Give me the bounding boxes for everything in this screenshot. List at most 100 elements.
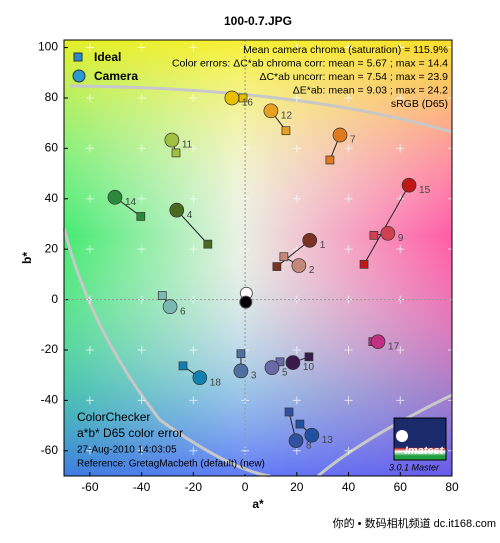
grid-cross: [396, 144, 405, 153]
camera-marker: [224, 90, 240, 106]
grid-cross: [189, 245, 198, 254]
camera-marker: [263, 103, 279, 119]
reference: Reference: GretagMacbeth (default) (new): [77, 459, 265, 470]
patch-label: 8: [306, 440, 312, 451]
x-tick-label: 20: [290, 480, 304, 494]
ideal-marker: [136, 212, 146, 221]
gamut-boundary: [69, 84, 453, 134]
patch-label: 6: [180, 306, 186, 317]
grid-cross: [396, 93, 405, 102]
y-tick-label: 100: [38, 40, 58, 54]
ideal-marker: [369, 230, 379, 240]
plot-area: [62, 40, 453, 478]
grid-cross: [344, 446, 353, 455]
legend-marker: [72, 69, 86, 83]
grid-cross: [137, 245, 146, 254]
grid-cross: [396, 43, 405, 52]
camera-marker: [162, 299, 178, 314]
y-tick-label: 80: [45, 90, 59, 104]
grid-cross: [85, 396, 94, 405]
ideal-marker: [304, 352, 314, 362]
x-tick-label: 80: [445, 480, 459, 494]
camera-marker: [288, 433, 304, 449]
patch-label: 7: [350, 135, 356, 146]
x-axis-label: a*: [252, 497, 264, 511]
x-tick-label: -60: [81, 480, 99, 494]
grid-cross: [137, 194, 146, 203]
grid-cross: [189, 93, 198, 102]
ideal-marker: [272, 262, 282, 271]
ideal-marker: [171, 148, 181, 158]
grid-cross: [292, 93, 301, 102]
patch-label: 12: [281, 110, 293, 121]
camera-marker: [401, 177, 417, 193]
patch-label: 15: [419, 185, 431, 196]
y-tick-label: -60: [41, 443, 59, 457]
camera-marker: [332, 127, 348, 143]
grid-cross: [189, 43, 198, 52]
grid-cross: [344, 93, 353, 102]
y-tick-label: -40: [41, 393, 59, 407]
ideal-marker: [203, 239, 213, 249]
grid-cross: [137, 396, 146, 405]
grid-cross: [292, 345, 301, 354]
grid-cross: [137, 43, 146, 52]
logo-text: Imatest: [405, 445, 445, 457]
camera-marker: [164, 132, 180, 148]
annotation: ΔC*ab uncorr: mean = 7.54 ; max = 23.9: [259, 71, 448, 83]
plot-frame: [63, 39, 453, 477]
camera-marker: [291, 258, 307, 273]
patch-label: 5: [282, 367, 288, 378]
x-tick-label: 40: [342, 480, 356, 494]
grid-cross: [344, 43, 353, 52]
grid-cross: [189, 345, 198, 354]
y-tick-label: 60: [45, 141, 59, 155]
y-tick-label: 20: [45, 241, 59, 255]
grid-cross: [292, 144, 301, 153]
grid-cross: [344, 144, 353, 153]
grid-cross: [189, 194, 198, 203]
camera-marker: [107, 189, 123, 205]
grid-cross: [396, 345, 405, 354]
camera-marker: [302, 233, 318, 248]
footer-title: ColorChecker: [77, 410, 150, 424]
footer-subtitle: a*b* D65 color error: [77, 426, 183, 440]
error-line: [363, 184, 410, 265]
grid-cross: [189, 144, 198, 153]
y-axis-label: b*: [20, 252, 34, 264]
grid-cross: [344, 194, 353, 203]
y-tick-label: 40: [45, 191, 59, 205]
chart-title: 100-0.7.JPG: [224, 14, 292, 28]
legend-label: Ideal: [94, 50, 121, 64]
gamut-boundary: [62, 227, 271, 478]
grid-cross: [85, 43, 94, 52]
patch-label: 9: [398, 233, 404, 244]
grid-cross: [85, 345, 94, 354]
patch-label: 10: [303, 362, 315, 373]
grid-cross: [85, 144, 94, 153]
version: 3.0.1 Master: [389, 462, 440, 472]
ideal-marker: [157, 291, 167, 300]
camera-marker: [169, 202, 185, 218]
patch-label: 16: [242, 98, 254, 109]
grid-cross: [344, 396, 353, 405]
grid-cross: [85, 93, 94, 102]
legend-label: Camera: [94, 69, 138, 83]
grid-cross: [396, 396, 405, 405]
timestamp: 27-Aug-2010 14:03:05: [77, 445, 177, 456]
grid-cross: [292, 396, 301, 405]
x-tick-label: 60: [394, 480, 408, 494]
grid-cross: [85, 446, 94, 455]
x-tick-label: 0: [242, 480, 249, 494]
patch-label: 4: [187, 210, 193, 221]
patch-label: 3: [251, 371, 257, 382]
ideal-marker: [279, 252, 289, 262]
grid-cross: [396, 245, 405, 254]
y-tick-label: -20: [41, 342, 59, 356]
camera-marker: [264, 360, 280, 375]
error-line: [176, 209, 209, 245]
patch-label: 18: [210, 377, 222, 388]
camera-marker: [370, 334, 386, 350]
grid-cross: [344, 345, 353, 354]
